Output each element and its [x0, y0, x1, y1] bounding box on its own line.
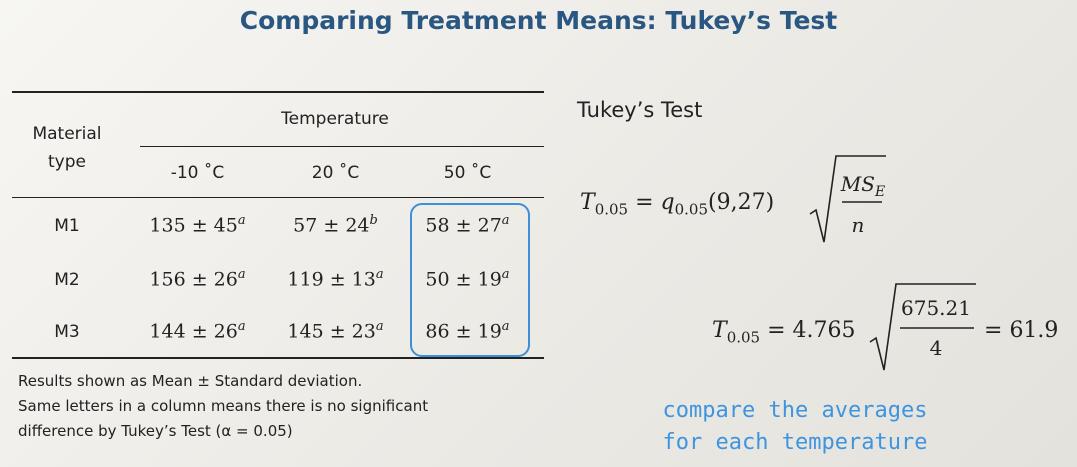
- note-line-1: Results shown as Mean ± Standard deviati…: [18, 372, 363, 390]
- formula1-numerator: MSE: [840, 172, 886, 200]
- table-cell: 58 ± 27a: [425, 213, 510, 237]
- material-header-line1: Material: [32, 124, 102, 144]
- table-cell: 57 ± 24b: [293, 213, 378, 237]
- formula2-denominator: 4: [929, 336, 943, 360]
- note-line-2: Same letters in a column means there is …: [18, 397, 429, 415]
- tukey-test-heading: Tukey’s Test: [577, 98, 703, 122]
- tukey-computed-formula: T0.05 = 4.765: [712, 318, 856, 347]
- sqrt-symbol-1: [809, 155, 886, 243]
- material-header: Material type: [12, 120, 122, 176]
- note-line-3: difference by Tukey’s Test (α = 0.05): [18, 422, 293, 440]
- table-cell: 119 ± 13a: [287, 267, 384, 291]
- table-cell: 145 ± 23a: [287, 319, 384, 343]
- row-label-m1: M1: [54, 216, 80, 236]
- temperature-header: Temperature: [281, 109, 389, 129]
- tukey-general-formula: T0.05 = q0.05(9,27): [580, 190, 775, 219]
- table-header-rule: [12, 197, 544, 198]
- formula2-result: = 61.9: [984, 318, 1059, 343]
- sqrt-symbol-2: [869, 283, 976, 371]
- col-header-20: 20 ˚C: [311, 163, 360, 183]
- table-cell: 135 ± 45a: [149, 213, 246, 237]
- table-cell: 156 ± 26a: [149, 267, 246, 291]
- material-header-line2: type: [48, 152, 86, 172]
- temperature-header-rule: [140, 146, 544, 147]
- formula1-denominator: n: [851, 213, 865, 237]
- row-label-m3: M3: [54, 322, 80, 342]
- table-cell: 144 ± 26a: [149, 319, 246, 343]
- handwritten-note-line1: compare the averages: [662, 398, 928, 423]
- page-title: Comparing Treatment Means: Tukey’s Test: [239, 6, 838, 35]
- table-cell: 86 ± 19a: [425, 319, 510, 343]
- formula2-numerator: 675.21: [901, 296, 971, 320]
- table-bottom-rule: [12, 357, 544, 359]
- column-50c-highlight-box: [410, 203, 530, 357]
- table-cell: 50 ± 19a: [425, 267, 510, 291]
- table-top-rule: [12, 91, 544, 93]
- row-label-m2: M2: [54, 270, 80, 290]
- handwritten-note-line2: for each temperature: [662, 430, 928, 455]
- col-header-50: 50 ˚C: [443, 163, 492, 183]
- col-header-minus10: -10 ˚C: [170, 163, 225, 183]
